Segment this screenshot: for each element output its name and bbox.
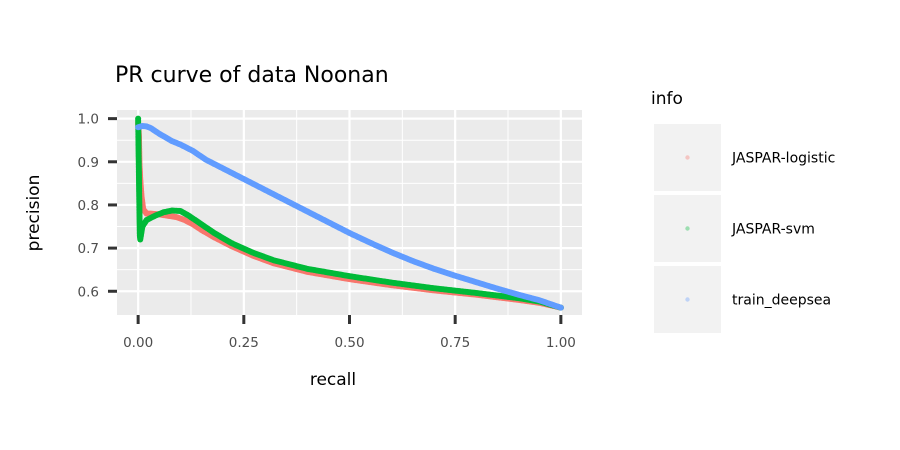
- legend-key-dot: [685, 155, 690, 160]
- chart-title: PR curve of data Noonan: [115, 63, 389, 88]
- x-axis-label: recall: [310, 370, 356, 390]
- x-tick-label: 0.75: [440, 335, 470, 351]
- y-tick-label: 1.0: [78, 112, 99, 128]
- data-layer: [135, 115, 564, 311]
- y-tick-label: 0.8: [78, 198, 99, 214]
- legend-key: [654, 266, 721, 333]
- axes: 0.00 0.25 0.50 0.75 1.00 0.6 0.7 0.8 0.9 1.0: [78, 112, 576, 351]
- legend-key: [654, 124, 721, 191]
- y-tick-label: 0.7: [78, 241, 99, 257]
- legend-title: info: [651, 89, 683, 109]
- legend-key-dot: [685, 226, 690, 231]
- y-axis-label: precision: [24, 175, 44, 252]
- legend-label: JASPAR-svm: [731, 222, 815, 238]
- x-tick-label: 1.00: [546, 335, 576, 351]
- legend-label: train_deepsea: [732, 293, 831, 309]
- series-train_deepsea: [135, 122, 564, 311]
- legend: info JASPAR-logistic JASPAR-svm train_deep…: [651, 89, 835, 333]
- legend-label: JASPAR-logistic: [731, 151, 835, 167]
- y-tick-label: 0.6: [78, 284, 99, 300]
- data-point: [557, 304, 564, 311]
- x-tick-label: 0.25: [229, 335, 259, 351]
- legend-key: [654, 195, 721, 262]
- x-tick-label: 0.50: [334, 335, 364, 351]
- legend-key-dot: [685, 297, 690, 302]
- y-tick-label: 0.9: [78, 155, 99, 171]
- x-tick-label: 0.00: [123, 335, 153, 351]
